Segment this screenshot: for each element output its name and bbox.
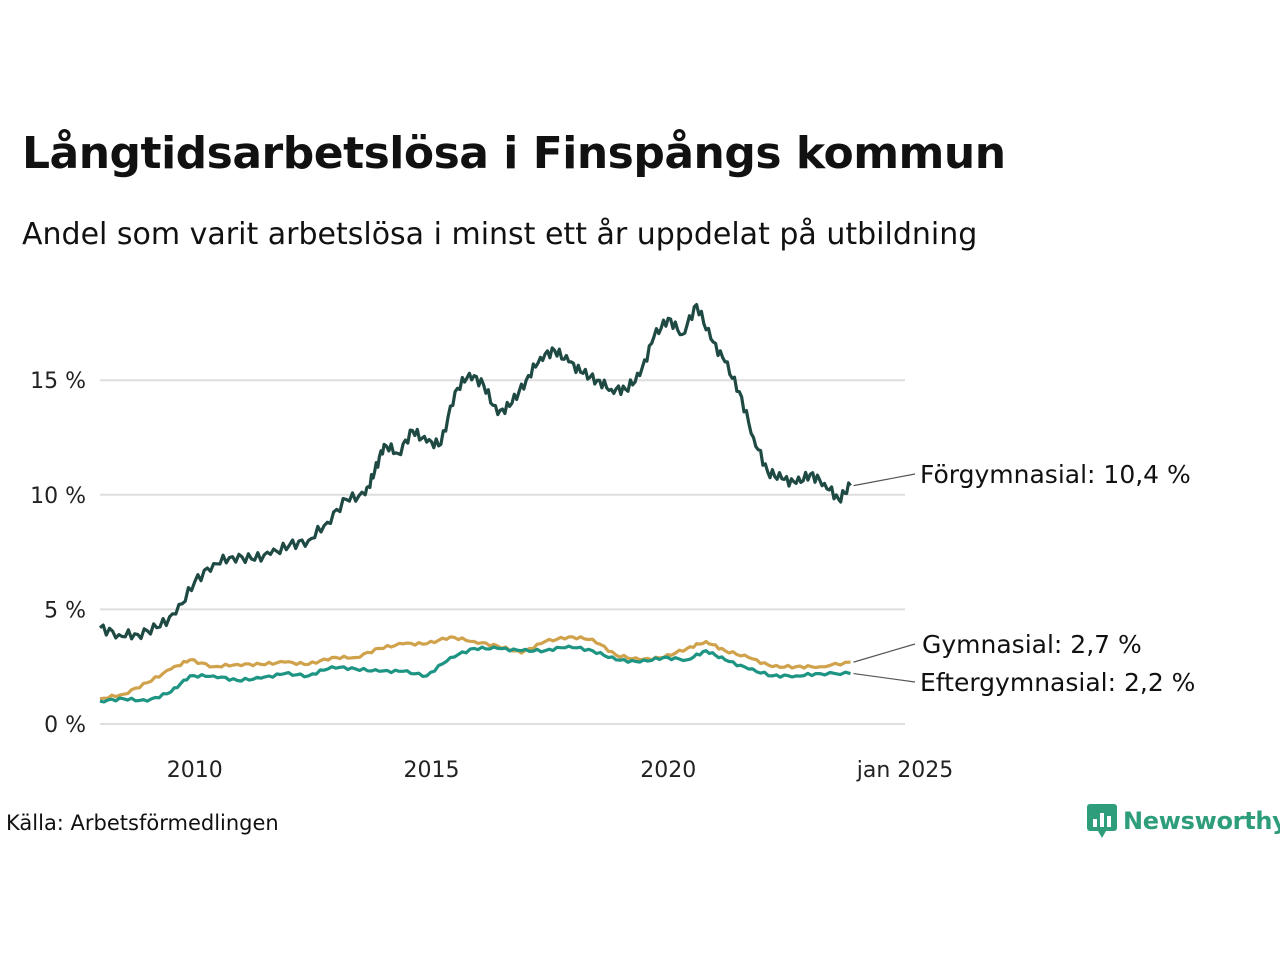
chart-title: Långtidsarbetslösa i Finspångs kommun (22, 128, 1006, 179)
y-tick-label: 0 % (44, 713, 86, 738)
end-label-förgymnasial: Förgymnasial: 10,4 % (920, 460, 1191, 489)
source-note: Källa: Arbetsförmedlingen (6, 811, 279, 835)
end-label-eftergymnasial: Eftergymnasial: 2,2 % (920, 668, 1195, 697)
series-line-gymnasial (99, 635, 851, 701)
end-label-leader (853, 643, 916, 663)
y-axis-ticks: 0 % 5 % 10 % 15 % (30, 369, 86, 738)
gridlines (100, 379, 905, 725)
end-label-leader (853, 672, 916, 683)
brand-logo: Newsworthy (1087, 804, 1280, 838)
x-tick-label: 2015 (403, 758, 459, 783)
series-lines (98, 303, 852, 704)
end-label-gymnasial: Gymnasial: 2,7 % (922, 630, 1142, 659)
end-labels: Förgymnasial: 10,4 % Gymnasial: 2,7 % Efte… (853, 460, 1195, 697)
y-tick-label: 15 % (30, 369, 86, 394)
x-tick-label: jan 2025 (856, 758, 954, 783)
x-tick-label: 2020 (640, 758, 696, 783)
x-axis-ticks: 2010 2015 2020 jan 2025 (167, 758, 954, 783)
series-line-eftergymnasial (99, 644, 851, 704)
chart-subtitle: Andel som varit arbetslösa i minst ett å… (22, 217, 978, 252)
brand-name: Newsworthy (1123, 807, 1280, 835)
newsworthy-logo-icon (1087, 804, 1117, 838)
y-tick-label: 10 % (30, 484, 86, 509)
end-label-leader (853, 473, 916, 487)
y-tick-label: 5 % (44, 598, 86, 623)
series-line-förgymnasial (98, 303, 852, 641)
x-tick-label: 2010 (167, 758, 223, 783)
